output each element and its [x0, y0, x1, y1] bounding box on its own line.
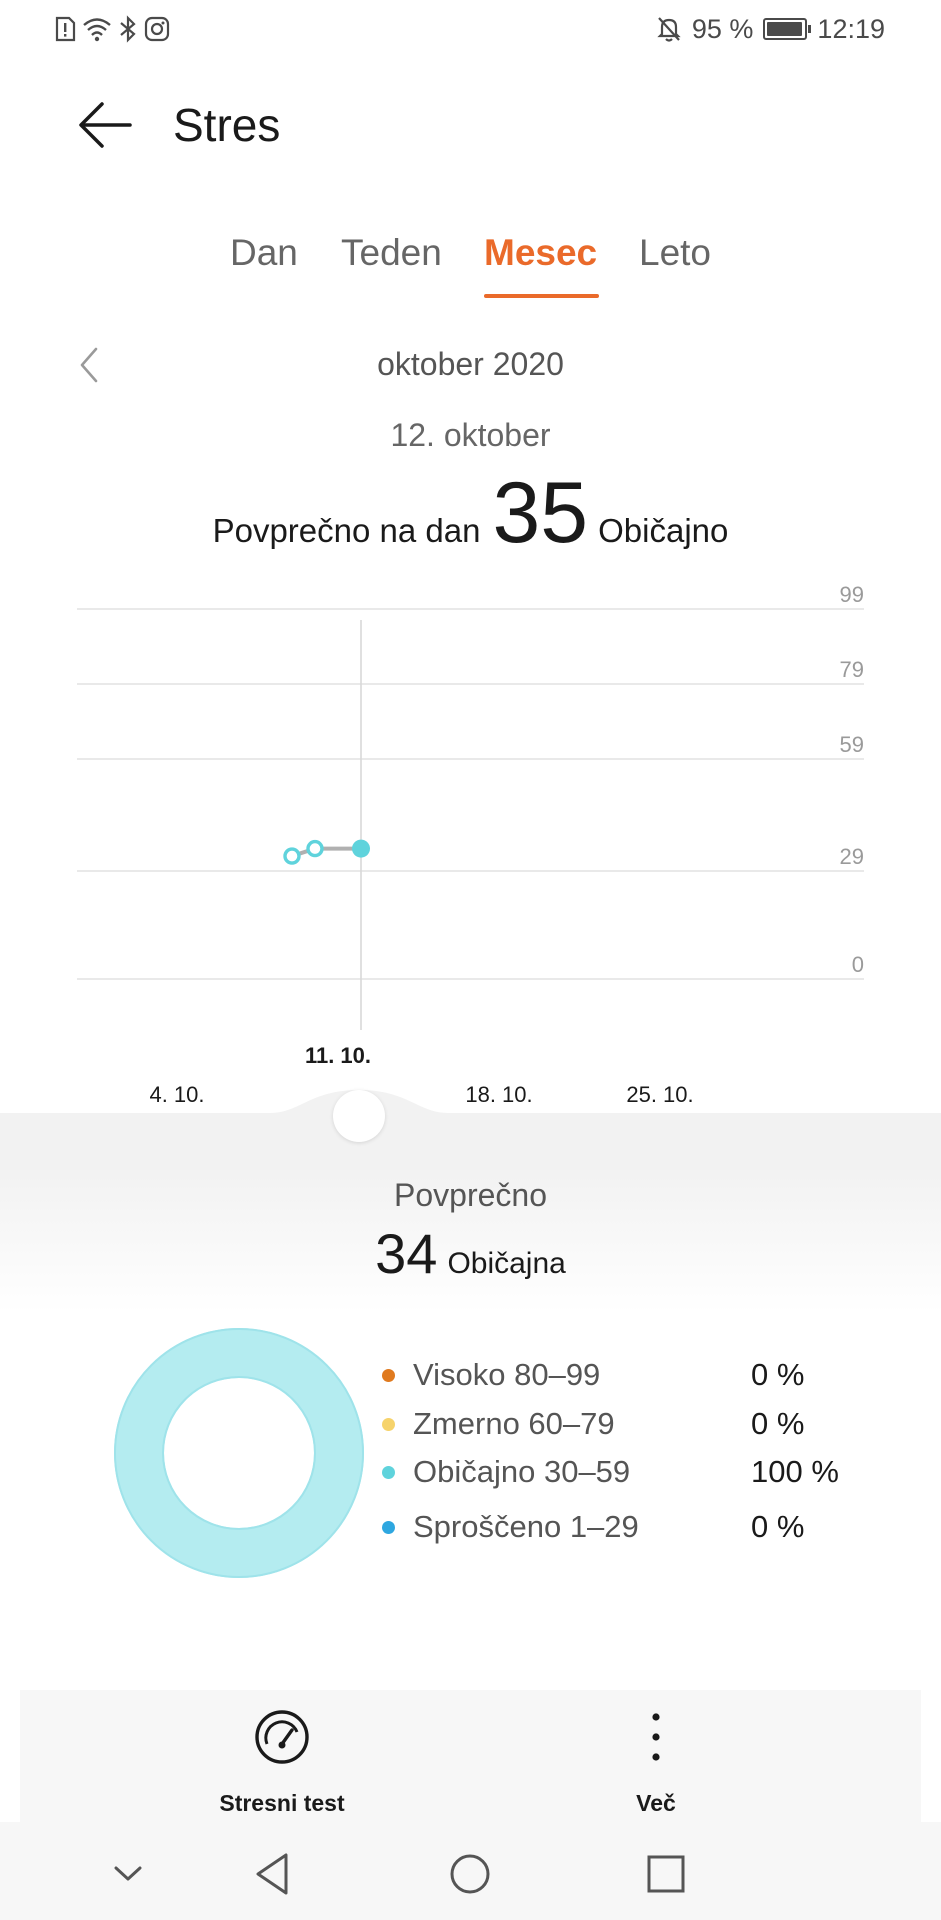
legend-value: 0 %: [751, 1509, 805, 1544]
daily-average: Povprečno na dan 35 Običajno: [0, 470, 941, 556]
legend-label: Običajno 30–59: [413, 1454, 631, 1489]
x-tick-label: 4. 10.: [149, 1082, 204, 1107]
battery-percent: 95 %: [691, 13, 754, 44]
gauge-icon: [255, 1710, 309, 1764]
legend-item-moderate: Zmerno 60–79 0 %: [380, 1402, 860, 1446]
status-icons: [54, 14, 170, 44]
nav-home-button[interactable]: [442, 1846, 498, 1902]
stress-test-label: Stresni test: [219, 1790, 345, 1816]
stress-test-button[interactable]: Stresni test: [182, 1708, 382, 1818]
daily-average-level: Običajno: [598, 512, 729, 549]
more-vertical-icon: [652, 1713, 660, 1761]
page-title: Stres: [173, 99, 281, 151]
tab-leto[interactable]: Leto: [639, 232, 712, 273]
back-button[interactable]: [70, 90, 140, 160]
chart-scrub-handle[interactable]: [333, 1090, 385, 1142]
action-bar: Stresni test Več: [20, 1690, 921, 1822]
bluetooth-icon: [120, 15, 136, 43]
nav-back-button[interactable]: [246, 1846, 302, 1902]
period-label: oktober 2020: [377, 346, 564, 382]
previous-period-button[interactable]: [70, 345, 110, 385]
data-point: [283, 847, 301, 865]
daily-average-value: 35: [492, 465, 589, 561]
status-time: 12:19: [817, 13, 885, 44]
monthly-average-label: Povprečno: [394, 1177, 547, 1213]
data-point: [306, 839, 324, 858]
daily-average-label: Povprečno na dan: [212, 512, 481, 549]
legend-item-high: Visoko 80–99 0 %: [380, 1353, 860, 1397]
donut-inner-edge: [162, 1376, 316, 1530]
monthly-average: 34 Običajna: [0, 1226, 941, 1282]
monthly-average-value: 34: [375, 1222, 438, 1285]
distribution-donut: [114, 1328, 364, 1578]
legend-label: Sproščeno 1–29: [413, 1509, 639, 1544]
legend-value: 100 %: [751, 1454, 839, 1489]
tab-dan[interactable]: Dan: [230, 232, 298, 273]
arrow-left-icon: [79, 102, 132, 148]
legend-dot: [382, 1368, 395, 1382]
battery-icon: [763, 18, 812, 40]
legend-item-normal: Običajno 30–59 100 %: [380, 1450, 860, 1494]
home-circle-icon: [450, 1854, 490, 1894]
more-button[interactable]: Več: [556, 1708, 756, 1818]
panel-curve: [0, 1090, 941, 1140]
y-tick-label: 29: [840, 844, 864, 869]
monthly-average-level: Običajna: [447, 1247, 566, 1280]
nav-recents-button[interactable]: [638, 1846, 694, 1902]
series-line: [291, 846, 361, 858]
y-tick-label: 59: [840, 732, 864, 757]
recents-square-icon: [647, 1855, 685, 1893]
period-tabs: Dan Teden Mesec Leto: [0, 232, 941, 304]
chevron-left-icon: [80, 347, 98, 383]
stress-chart[interactable]: 99 79 59 29 0 4. 10. 11. 10. 18. 10. 25. 10.: [0, 560, 941, 1120]
legend-value: 0 %: [751, 1357, 805, 1392]
battery-level: [767, 22, 802, 36]
instagram-icon: [144, 16, 170, 42]
tab-teden[interactable]: Teden: [341, 232, 442, 273]
selected-date: 12. oktober: [390, 417, 551, 453]
donut-slice: [114, 1328, 364, 1578]
chevron-down-icon: [114, 1866, 142, 1881]
status-right: 95 % 12:19: [656, 12, 885, 46]
wifi-icon: [83, 18, 111, 42]
stress-chart-svg: 99 79 59 29 0 4. 10. 11. 10. 18. 10. 25. 10.: [77, 582, 864, 1107]
active-tab-indicator: [484, 294, 599, 298]
legend-dot: [382, 1520, 395, 1534]
status-bar: 95 % 12:19: [0, 0, 941, 60]
legend-value: 0 %: [751, 1406, 805, 1441]
selected-data-point: [352, 839, 370, 858]
tab-mesec[interactable]: Mesec: [484, 232, 598, 273]
more-label: Več: [636, 1790, 676, 1816]
sim-alert-icon: [55, 16, 76, 42]
bell-off-icon: [657, 17, 681, 42]
back-triangle-icon: [256, 1853, 288, 1895]
legend-dot: [382, 1417, 395, 1431]
y-tick-label: 99: [840, 582, 864, 607]
nav-collapse-button[interactable]: [100, 1846, 156, 1902]
legend-dot: [382, 1465, 395, 1479]
legend-label: Zmerno 60–79: [413, 1406, 615, 1441]
x-tick-label-selected: 11. 10.: [305, 1043, 371, 1068]
legend-label: Visoko 80–99: [413, 1357, 601, 1392]
y-tick-label: 79: [840, 657, 864, 682]
legend-item-relaxed: Sproščeno 1–29 0 %: [380, 1505, 860, 1549]
system-nav-bar: [0, 1822, 941, 1920]
donut-outer-edge: [114, 1328, 364, 1578]
x-tick-label: 25. 10.: [626, 1082, 693, 1107]
y-tick-label: 0: [852, 952, 864, 977]
x-tick-label: 18. 10.: [465, 1082, 532, 1107]
